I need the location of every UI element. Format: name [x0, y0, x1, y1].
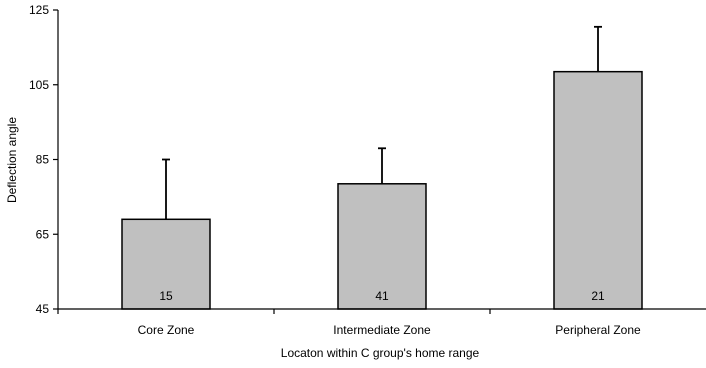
bars-layer: [121, 70, 643, 310]
x-axis-title: Locaton within C group's home range: [281, 346, 480, 360]
error-bars-layer: [162, 25, 602, 220]
y-axis-title: Deflection angle: [5, 117, 19, 203]
y-tick-label-3: 85: [36, 153, 50, 167]
axes-layer: [53, 9, 706, 314]
y-tick-label-2: 65: [36, 227, 50, 241]
sample-size-label-3: 21: [591, 289, 605, 303]
sample-size-label-1: 15: [159, 289, 173, 303]
x-tick-label-1: Core Zone: [138, 323, 195, 337]
labels-layer: 15 Core Zone 41 Intermediate Zone 21 Peripher…: [29, 3, 641, 337]
y-tick-label-4: 105: [29, 78, 49, 92]
bar-1: [121, 218, 211, 310]
bar-3: [553, 70, 643, 310]
bar-2: [337, 183, 427, 310]
x-tick-label-2: Intermediate Zone: [333, 323, 431, 337]
y-tick-label-5: 125: [29, 3, 49, 17]
y-tick-label-1: 45: [36, 302, 50, 316]
sample-size-label-2: 41: [375, 289, 389, 303]
x-tick-label-3: Peripheral Zone: [555, 323, 641, 337]
